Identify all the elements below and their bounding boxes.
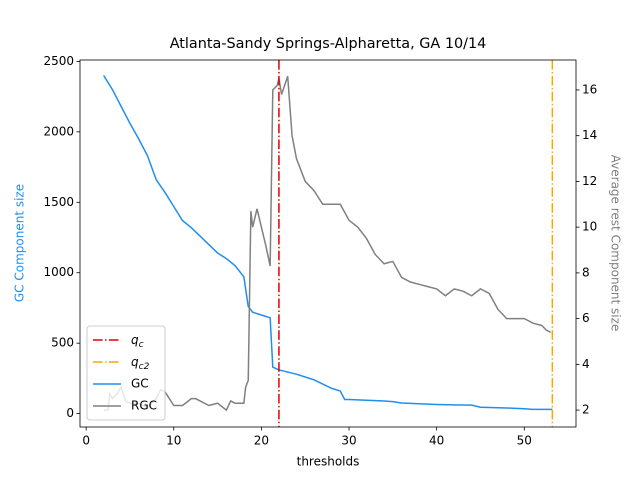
x-tick-label: 40 — [429, 434, 444, 448]
y-tick-label: 0 — [66, 406, 74, 420]
y2-tick-label: 2 — [582, 403, 590, 417]
x-tick-label: 20 — [254, 434, 269, 448]
x-tick-label: 30 — [341, 434, 356, 448]
data-line — [103, 75, 553, 411]
legend-label-main: q — [131, 333, 139, 347]
y-tick-label: 1000 — [43, 265, 74, 279]
legend-label-sub: c — [139, 340, 144, 350]
legend-label: RGC — [131, 399, 157, 413]
legend-label-sub: c2 — [139, 362, 150, 372]
y2-tick-label: 16 — [582, 82, 597, 96]
y-axis-label: GC Component size — [13, 184, 27, 302]
y-tick-label: 1500 — [43, 195, 74, 209]
plot-frame — [79, 59, 577, 428]
chart-title: Atlanta-Sandy Springs-Alpharetta, GA 10/… — [170, 36, 487, 52]
y2-tick-label: 4 — [582, 357, 590, 371]
legend-label: qc — [131, 333, 144, 350]
y-tick-label: 2500 — [43, 54, 74, 68]
x-tick-label: 50 — [517, 434, 532, 448]
y2-tick-label: 14 — [582, 128, 597, 142]
data-line — [103, 75, 551, 412]
y2-tick-label: 8 — [582, 265, 590, 279]
legend-label-main: q — [131, 355, 139, 369]
x-tick-label: 0 — [82, 434, 90, 448]
legend-box — [86, 325, 166, 421]
y2-axis-label: Average rest Component size — [609, 155, 623, 332]
x-tick-label: 10 — [166, 434, 181, 448]
y2-tick-label: 10 — [582, 220, 597, 234]
x-axis-label: thresholds — [297, 455, 360, 469]
y2-tick-label: 12 — [582, 174, 597, 188]
legend-label: GC — [131, 377, 149, 391]
y2-tick-label: 6 — [582, 311, 590, 325]
legend-label: qc2 — [131, 355, 150, 372]
y-tick-label: 500 — [51, 336, 74, 350]
y-tick-label: 2000 — [43, 124, 74, 138]
